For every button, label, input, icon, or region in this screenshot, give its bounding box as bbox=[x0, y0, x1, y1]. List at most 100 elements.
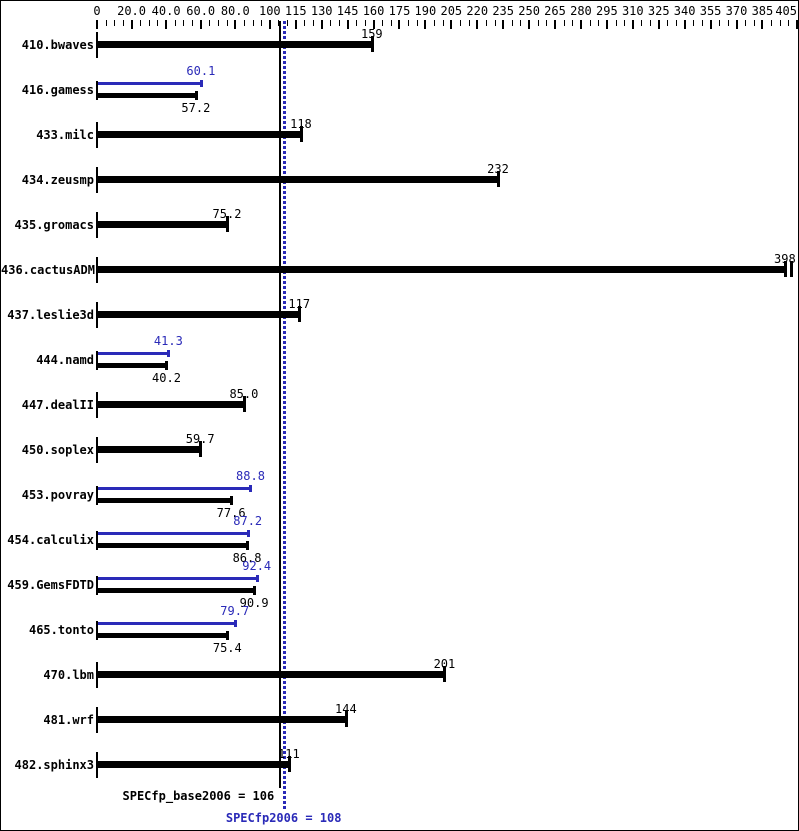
axis-major-tick bbox=[346, 20, 349, 29]
axis-major-tick bbox=[709, 20, 712, 29]
axis-minor-tick bbox=[356, 20, 358, 26]
axis-major-tick bbox=[372, 20, 375, 29]
axis-major-tick bbox=[502, 20, 505, 29]
benchmark-name: 437.leslie3d bbox=[7, 308, 94, 322]
base-bar-end-tick bbox=[344, 711, 348, 727]
base-bar bbox=[98, 498, 232, 503]
axis-minor-tick bbox=[243, 20, 245, 26]
peak-value-label: 60.1 bbox=[186, 64, 216, 78]
axis-minor-tick bbox=[278, 20, 280, 26]
base-bar bbox=[98, 633, 228, 638]
axis-major-tick bbox=[268, 20, 271, 29]
row-baseline bbox=[96, 531, 98, 550]
axis-minor-tick bbox=[511, 20, 513, 26]
axis-major-tick bbox=[398, 20, 401, 29]
axis-tick-label: 60.0 bbox=[186, 4, 216, 18]
base-bar bbox=[98, 93, 196, 98]
axis-major-tick bbox=[554, 20, 557, 29]
axis-minor-tick bbox=[192, 20, 194, 26]
axis-major-tick bbox=[294, 20, 297, 29]
base-bar bbox=[98, 41, 372, 48]
axis-tick-label: 80.0 bbox=[220, 4, 250, 18]
benchmark-name: 453.povray bbox=[21, 488, 94, 502]
base-bar-end-tick bbox=[165, 361, 169, 370]
base-value-label: 111 bbox=[278, 747, 300, 761]
axis-minor-tick bbox=[771, 20, 773, 26]
axis-minor-tick bbox=[563, 20, 565, 26]
base-value-label: 90.9 bbox=[239, 596, 269, 610]
peak-value-label: 79.7 bbox=[220, 604, 250, 618]
axis-minor-tick bbox=[485, 20, 487, 26]
row-baseline bbox=[96, 32, 98, 58]
axis-major-tick bbox=[130, 20, 133, 29]
base-bar bbox=[98, 363, 167, 368]
peak-bar-end-tick bbox=[246, 530, 250, 537]
base-value-label: 40.2 bbox=[152, 371, 181, 385]
axis-minor-tick bbox=[650, 20, 652, 26]
benchmark-name: 482.sphinx3 bbox=[14, 758, 94, 772]
axis-major-tick bbox=[631, 20, 634, 29]
base-value-label: 117 bbox=[288, 297, 311, 311]
axis-minor-tick bbox=[122, 20, 124, 26]
peak-reference-line bbox=[282, 21, 286, 810]
benchmark-name: 434.zeusmp bbox=[21, 173, 94, 187]
axis-tick-label: 265 bbox=[544, 4, 566, 18]
benchmark-name: 459.GemsFDTD bbox=[7, 578, 94, 592]
base-bar-end-tick bbox=[287, 756, 291, 772]
base-reference-line bbox=[279, 21, 282, 788]
peak-bar bbox=[98, 622, 235, 625]
base-bar bbox=[98, 716, 346, 723]
axis-minor-tick bbox=[676, 20, 677, 26]
peak-value-label: 87.2 bbox=[233, 514, 263, 528]
axis-tick-label: 405 bbox=[775, 4, 797, 18]
peak-bar bbox=[98, 352, 169, 355]
axis-minor-tick bbox=[753, 20, 755, 26]
peak-bar bbox=[98, 532, 248, 535]
axis-major-tick bbox=[199, 20, 202, 29]
row-baseline bbox=[96, 486, 98, 505]
base-bar-end-tick bbox=[246, 541, 250, 550]
axis-tick-label: 370 bbox=[725, 4, 748, 18]
axis-minor-tick bbox=[261, 20, 263, 26]
peak-bar-end-tick bbox=[255, 575, 259, 582]
base-value-label: 86.8 bbox=[232, 551, 262, 565]
benchmark-name: 433.milc bbox=[36, 128, 94, 142]
peak-value-label: 92.4 bbox=[242, 559, 272, 573]
axis-minor-tick bbox=[779, 20, 781, 26]
axis-major-tick bbox=[424, 20, 427, 29]
base-bar bbox=[98, 176, 498, 183]
axis-major-tick bbox=[476, 20, 479, 29]
axis-major-tick bbox=[683, 20, 686, 29]
axis-minor-tick bbox=[615, 20, 617, 26]
axis-major-tick bbox=[735, 20, 738, 29]
axis-tick-label: 355 bbox=[699, 4, 722, 18]
axis-tick-label: 385 bbox=[751, 4, 774, 18]
axis-minor-tick bbox=[287, 20, 289, 26]
base-value-label: 59.7 bbox=[185, 432, 215, 446]
peak-bar-end-tick bbox=[167, 350, 171, 357]
axis-minor-tick bbox=[641, 20, 643, 26]
row-baseline bbox=[96, 752, 98, 778]
axis-major-tick bbox=[657, 20, 660, 29]
base-bar bbox=[98, 588, 255, 593]
base-value-label: 75.4 bbox=[212, 641, 242, 655]
base-metric-label: SPECfp_base2006 = 106 bbox=[122, 789, 275, 803]
benchmark-name: 450.soplex bbox=[21, 443, 94, 457]
base-bar-extra-end-tick bbox=[789, 261, 793, 277]
axis-major-tick bbox=[579, 20, 582, 29]
axis-minor-tick bbox=[304, 20, 306, 26]
axis-minor-tick bbox=[217, 20, 219, 26]
axis-major-tick bbox=[234, 20, 237, 29]
base-bar-end-tick bbox=[199, 441, 203, 457]
axis-major-tick bbox=[605, 20, 608, 29]
base-bar-end-tick bbox=[230, 496, 234, 505]
row-baseline bbox=[96, 437, 98, 463]
axis-minor-tick bbox=[598, 20, 600, 26]
axis-minor-tick bbox=[148, 20, 150, 26]
base-bar bbox=[98, 401, 244, 408]
base-value-label: 75.2 bbox=[212, 207, 242, 221]
axis-tick-label: 160 bbox=[362, 4, 385, 18]
axis-tick-label: 20.0 bbox=[117, 4, 147, 18]
base-bar bbox=[98, 761, 289, 768]
axis-minor-tick bbox=[788, 20, 790, 26]
